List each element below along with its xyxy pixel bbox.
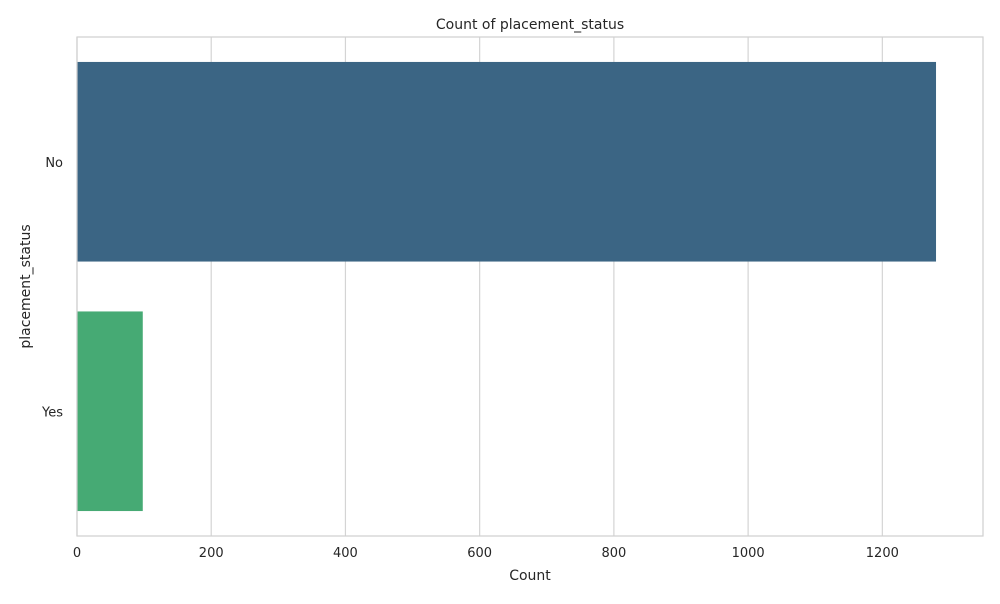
axes-frame (76, 36, 984, 537)
y-tick-label: Yes (41, 405, 63, 420)
bar-no (77, 61, 937, 262)
x-tick-label: 200 (199, 546, 224, 561)
y-tick-label: No (45, 156, 63, 171)
x-tick-label: 800 (601, 546, 626, 561)
bars (77, 61, 937, 512)
x-tick-label: 400 (333, 546, 358, 561)
chart-title: Count of placement_status (436, 17, 624, 33)
x-tick-label: 600 (467, 546, 492, 561)
x-axis-label: Count (509, 568, 551, 584)
y-axis-label: placement_status (18, 224, 34, 348)
x-tick-label: 1000 (732, 546, 765, 561)
bar-yes (77, 311, 143, 512)
y-tick-labels: No Yes (41, 156, 63, 421)
x-tick-label: 1200 (866, 546, 899, 561)
x-tick-labels: 0 200 400 600 800 1000 1200 (73, 546, 899, 561)
x-tick-label: 0 (73, 546, 81, 561)
